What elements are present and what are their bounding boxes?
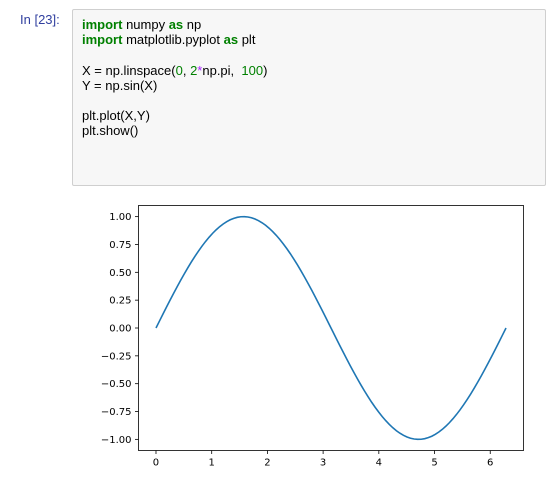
code-line-2: import matplotlib.pyplot as plt	[82, 32, 545, 47]
cell-output: 1.00 0.75 0.50 0.25 0.00 −0.25 −0.50 −0.75 −1.00…	[90, 198, 530, 480]
y-tick-label: −0.25	[101, 351, 132, 362]
code-text: )	[263, 62, 268, 78]
code-line-blank	[82, 47, 545, 62]
y-tick-label: −0.50	[101, 379, 132, 390]
code-text: plt	[238, 32, 256, 48]
code-text: X = np.linspace(	[82, 62, 176, 78]
input-prompt: In [23]:	[20, 12, 60, 27]
code-text: plt.plot(X,Y)	[82, 108, 150, 124]
sine-series-line	[155, 215, 507, 441]
x-tick-label: 5	[431, 458, 437, 469]
x-tick-label: 1	[209, 458, 215, 469]
code-text: np.pi,	[202, 62, 242, 78]
code-text: ,	[182, 62, 191, 78]
code-line-blank	[82, 93, 545, 108]
code-line-7: plt.plot(X,Y)	[82, 108, 545, 123]
code-text: numpy	[122, 17, 169, 32]
x-tick-label: 2	[264, 458, 270, 469]
operator: *	[197, 62, 203, 78]
keyword: as	[223, 32, 239, 48]
code-text: Y = np.sin(X)	[82, 77, 158, 93]
y-tick-label: 0.00	[109, 324, 131, 335]
y-tick-label: 1.00	[109, 212, 131, 223]
keyword: as	[168, 17, 184, 32]
code-text: np	[183, 17, 202, 32]
code-line-5: Y = np.sin(X)	[82, 78, 545, 93]
sine-line-chart: 1.00 0.75 0.50 0.25 0.00 −0.25 −0.50 −0.75 −1.00…	[101, 205, 524, 469]
number-literal: 2	[190, 62, 198, 78]
y-tick-label: 0.25	[109, 296, 131, 307]
code-line-4: X = np.linspace(0, 2*np.pi, 100)	[82, 63, 545, 78]
code-line-8: plt.show()	[82, 123, 545, 138]
x-tick-label: 4	[376, 458, 382, 469]
code-text: plt.show()	[82, 123, 139, 139]
y-tick-label: −1.00	[101, 435, 132, 446]
code-text: matplotlib.pyplot	[122, 32, 224, 48]
x-tick-label: 3	[320, 458, 326, 469]
x-tick-label: 0	[153, 458, 159, 469]
y-tick-label: 0.75	[109, 240, 131, 251]
code-cell[interactable]: import numpy as np import matplotlib.pyp…	[72, 9, 546, 186]
y-axis: 1.00 0.75 0.50 0.25 0.00 −0.25 −0.50 −0.75 −1.00	[101, 212, 139, 446]
y-tick-label: 0.50	[109, 268, 131, 279]
x-tick-label: 6	[487, 458, 493, 469]
code-line-1: import numpy as np	[82, 17, 545, 32]
y-tick-label: −0.75	[101, 407, 132, 418]
keyword: import	[82, 17, 123, 32]
number-literal: 0	[175, 62, 183, 78]
x-axis: 0 1 2 3 4 5 6	[153, 450, 493, 469]
keyword: import	[82, 32, 123, 48]
number-literal: 100	[241, 62, 264, 78]
